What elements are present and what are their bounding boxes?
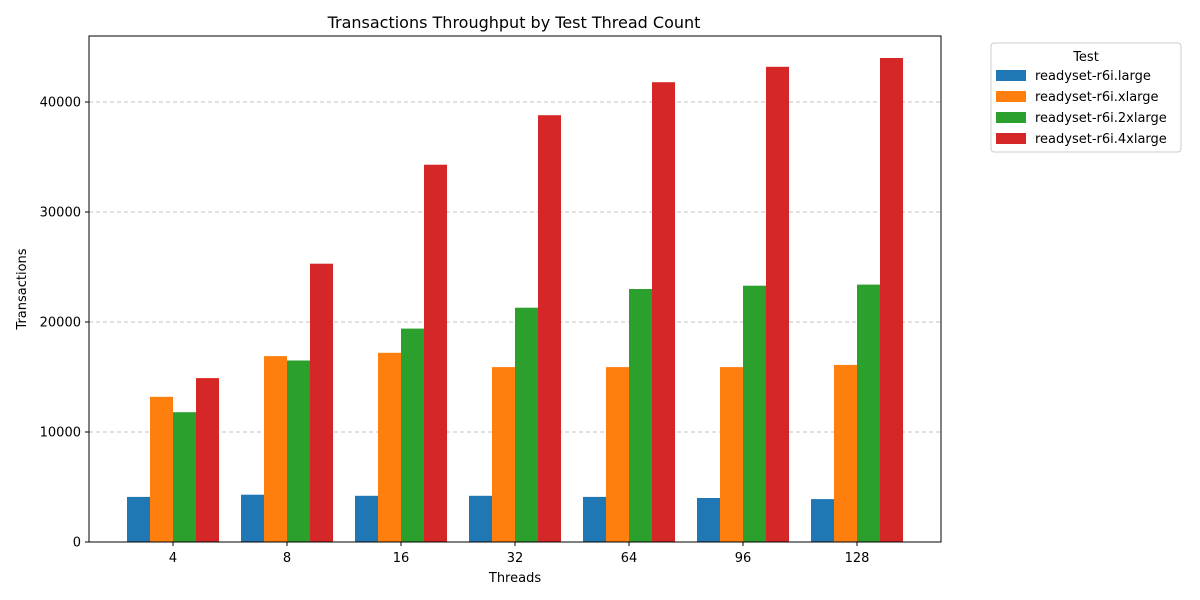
legend-swatch	[996, 91, 1026, 102]
x-tick-label: 96	[735, 551, 752, 566]
chart-title: Transactions Throughput by Test Thread C…	[327, 13, 701, 32]
bar	[766, 66, 789, 543]
x-axis-label: Threads	[488, 571, 541, 586]
bar	[538, 115, 561, 542]
bar	[606, 367, 629, 542]
bar	[378, 352, 401, 542]
legend-label: readyset-r6i.xlarge	[1035, 90, 1159, 105]
legend-box	[990, 42, 1182, 153]
bar	[173, 412, 196, 542]
bar	[629, 289, 652, 542]
bar	[720, 367, 743, 542]
y-tick-label: 10000	[40, 426, 81, 441]
bar	[401, 328, 424, 542]
bar	[241, 494, 264, 542]
x-tick-label: 4	[169, 551, 177, 566]
bar	[196, 378, 219, 542]
y-tick-label: 0	[73, 536, 81, 551]
bar	[264, 356, 287, 542]
bar	[287, 360, 310, 542]
legend-swatch	[996, 112, 1026, 123]
bar	[811, 499, 834, 542]
grid-lines	[89, 101, 941, 433]
bar	[697, 498, 720, 542]
legend-swatch	[996, 70, 1026, 81]
bar	[355, 495, 378, 542]
x-tick-label: 32	[507, 551, 524, 566]
x-tick-label: 8	[283, 551, 291, 566]
y-axis: 0 10000 20000 30000 40000	[40, 96, 89, 551]
legend-title: Test	[1072, 50, 1099, 65]
bar	[834, 364, 857, 542]
x-tick-label: 128	[845, 551, 870, 566]
legend-label: readyset-r6i.4xlarge	[1035, 132, 1167, 147]
x-tick-label: 16	[393, 551, 410, 566]
bar	[857, 284, 880, 542]
y-tick-label: 40000	[40, 96, 81, 111]
bar	[127, 496, 150, 542]
x-axis: 4 8 16 32 64 96 128	[169, 542, 870, 566]
bar	[583, 496, 606, 542]
bar	[310, 263, 333, 542]
bar	[469, 495, 492, 542]
bar	[424, 164, 447, 542]
legend: Test readyset-r6i.large readyset-r6i.xlar…	[990, 42, 1182, 153]
bar	[743, 285, 766, 542]
x-tick-label: 64	[621, 551, 638, 566]
bar	[880, 58, 903, 542]
legend-swatch	[996, 133, 1026, 144]
bar	[515, 307, 538, 542]
bar	[150, 396, 173, 542]
legend-label: readyset-r6i.2xlarge	[1035, 111, 1167, 126]
bar	[492, 367, 515, 542]
y-axis-label: Transactions	[15, 248, 30, 330]
y-tick-label: 30000	[40, 206, 81, 221]
bars-group	[127, 58, 903, 543]
legend-label: readyset-r6i.large	[1035, 69, 1151, 84]
bar	[652, 82, 675, 542]
y-tick-label: 20000	[40, 316, 81, 331]
